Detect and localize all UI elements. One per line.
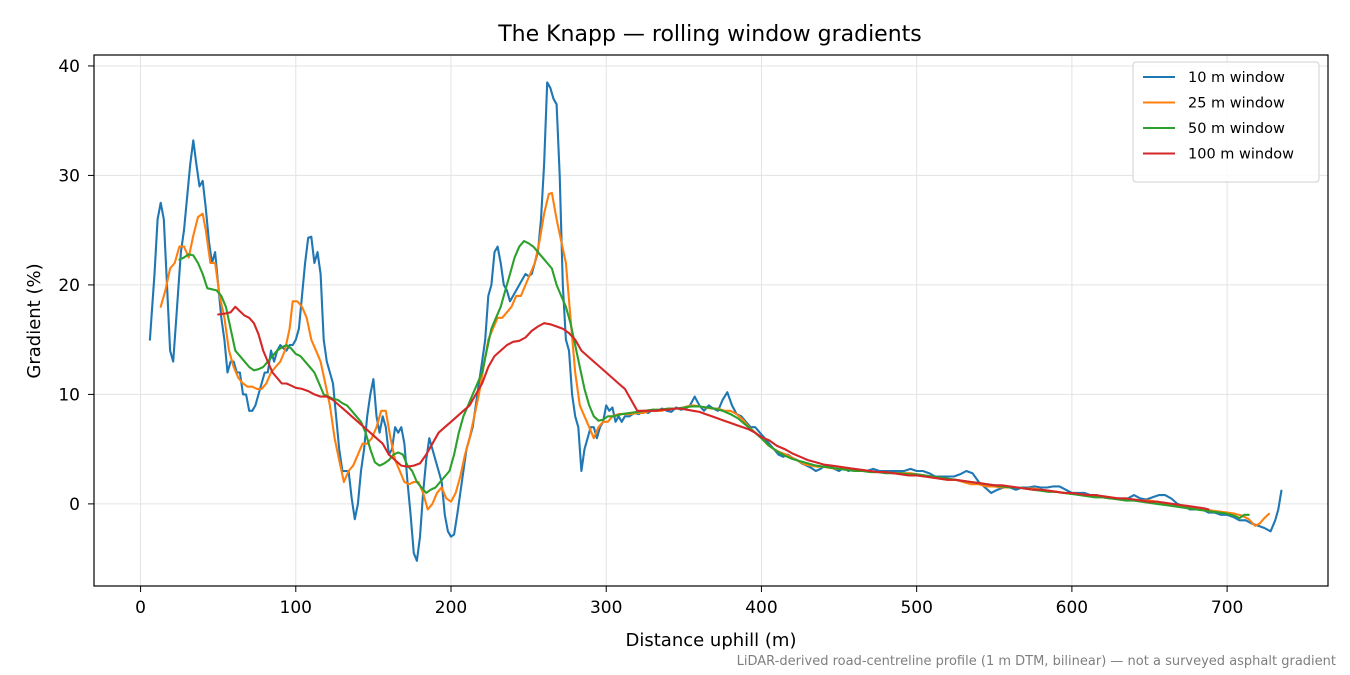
x-tick-label: 600 — [1056, 598, 1088, 618]
y-tick-label: 0 — [69, 495, 80, 515]
y-tick-label: 10 — [58, 385, 80, 405]
legend-entry-label: 25 m window — [1188, 96, 1285, 112]
y-axis-label: Gradient (%) — [24, 263, 45, 378]
footnote: LiDAR-derived road-centreline profile (1… — [737, 654, 1336, 669]
legend-entry-label: 50 m window — [1188, 121, 1285, 137]
x-tick-label: 0 — [135, 598, 146, 618]
y-tick-label: 20 — [58, 276, 80, 296]
x-tick-label: 700 — [1211, 598, 1243, 618]
x-tick-label: 300 — [590, 598, 622, 618]
legend-entry-label: 100 m window — [1188, 147, 1294, 163]
axis-ticks: 0 100 200 300 400 500 600 700 0 10 20 30 40 — [58, 57, 1243, 618]
x-tick-label: 200 — [435, 598, 467, 618]
series-line-4 — [217, 305, 1210, 511]
chart-title: The Knapp — rolling window gradients — [497, 22, 922, 47]
legend: 10 m window 25 m window 50 m window 100 m w… — [1132, 61, 1320, 183]
y-tick-label: 30 — [58, 166, 80, 186]
x-axis-label: Distance uphill (m) — [626, 630, 797, 651]
x-tick-label: 500 — [900, 598, 932, 618]
y-tick-label: 40 — [58, 57, 80, 77]
legend-box — [1132, 61, 1320, 183]
x-tick-label: 400 — [745, 598, 777, 618]
series-lines — [148, 81, 1283, 562]
plot-frame — [93, 54, 1329, 587]
x-tick-label: 100 — [280, 598, 312, 618]
legend-entry-label: 10 m window — [1188, 70, 1285, 86]
